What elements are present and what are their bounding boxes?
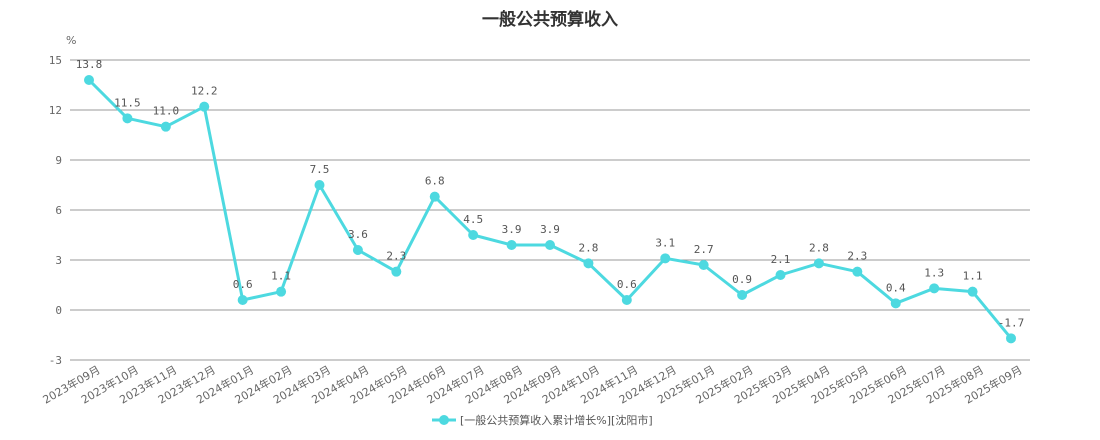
data-label: 1.1 (271, 270, 291, 283)
data-label: 2.3 (386, 250, 406, 263)
data-label: 3.9 (540, 223, 560, 236)
data-point[interactable] (852, 266, 863, 277)
data-point[interactable] (352, 245, 363, 255)
data-point[interactable] (813, 258, 824, 269)
data-label: 0.4 (886, 281, 906, 294)
data-label: 3.1 (655, 236, 675, 249)
data-label: 3.6 (348, 228, 368, 241)
legend[interactable]: [一般公共预算收入累计增长%][沈阳市] (432, 413, 653, 427)
data-label: 2.8 (578, 241, 598, 254)
data-label: 11.5 (114, 96, 141, 109)
chart-title: 一般公共预算收入 (482, 9, 618, 30)
series-layer (84, 75, 1016, 344)
data-point[interactable] (122, 113, 133, 124)
data-point[interactable] (1006, 333, 1016, 344)
series-line (87, 78, 1013, 340)
y-axis-unit-label: % (66, 34, 76, 47)
gridlines (70, 59, 1030, 361)
data-point[interactable] (237, 295, 248, 305)
data-label: 2.3 (847, 250, 867, 263)
data-point[interactable] (698, 260, 709, 270)
data-label: 7.5 (310, 163, 330, 176)
data-point[interactable] (314, 180, 325, 190)
data-point[interactable] (429, 191, 440, 202)
data-labels: 13.8 11.5 11.0 12.2 0.6 1.1 7.5 3.6 2.3 6.8 4.5 3.9… (76, 58, 1025, 329)
y-tick-label: 6 (55, 204, 62, 217)
data-point[interactable] (160, 121, 171, 132)
data-label: 1.1 (963, 270, 983, 283)
data-point[interactable] (506, 240, 517, 250)
data-label: -1.7 (998, 316, 1025, 329)
data-label: 2.7 (694, 243, 714, 256)
y-tick-label: 9 (55, 154, 62, 167)
data-label: 1.3 (924, 266, 944, 279)
y-tick-label: -3 (49, 354, 62, 367)
data-label: 2.8 (809, 241, 829, 254)
data-point[interactable] (737, 290, 748, 300)
y-tick-label: 12 (49, 104, 62, 117)
data-label: 3.9 (502, 223, 522, 236)
data-label: 12.2 (191, 85, 218, 98)
data-point[interactable] (276, 286, 287, 297)
data-label: 0.9 (732, 273, 752, 286)
data-point[interactable] (929, 283, 940, 294)
data-point[interactable] (468, 230, 479, 240)
data-label: 13.8 (76, 58, 103, 71)
data-point[interactable] (199, 101, 210, 112)
data-point[interactable] (890, 298, 901, 309)
data-point[interactable] (84, 75, 94, 85)
y-tick-labels: -3 0 3 6 9 12 15 (49, 54, 62, 367)
y-tick-label: 0 (55, 304, 62, 317)
y-tick-label: 15 (49, 54, 62, 67)
data-label: 0.6 (617, 278, 637, 291)
data-label: 6.8 (425, 175, 445, 188)
legend-marker-swatch (439, 415, 449, 425)
data-point[interactable] (967, 286, 978, 297)
data-label: 11.0 (153, 105, 180, 118)
data-point[interactable] (583, 258, 594, 269)
legend-series-name: [一般公共预算收入累计增长%][沈阳市] (460, 413, 653, 427)
data-point[interactable] (391, 266, 402, 277)
x-tick-labels: 2023年09月2023年10月2023年11月2023年12月2024年01月… (40, 362, 1024, 406)
data-label: 2.1 (771, 253, 791, 266)
data-point[interactable] (775, 270, 786, 280)
data-point[interactable] (545, 240, 555, 250)
data-label: 4.5 (463, 213, 483, 226)
data-label: 0.6 (233, 278, 253, 291)
y-tick-label: 3 (55, 254, 62, 267)
data-point[interactable] (621, 295, 632, 305)
data-point[interactable] (660, 253, 671, 264)
